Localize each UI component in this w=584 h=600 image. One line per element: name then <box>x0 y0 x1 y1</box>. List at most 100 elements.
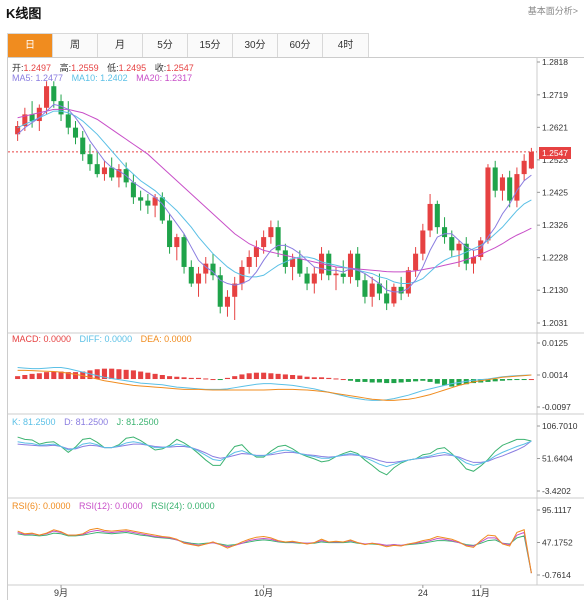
macd-bar <box>376 379 382 383</box>
candle-body <box>224 296 230 307</box>
macd-bar <box>65 372 71 380</box>
high-value: 1.2559 <box>71 63 99 73</box>
macd-bar <box>195 377 202 380</box>
candle-body <box>398 286 404 294</box>
macd-bar <box>492 379 498 382</box>
candle-body <box>376 283 382 294</box>
macd-bar <box>145 372 151 380</box>
candle-body <box>232 283 238 297</box>
candle-body <box>203 263 209 274</box>
macd-tick-label: 0.0125 <box>542 338 568 348</box>
tab-3[interactable]: 5分 <box>143 34 188 58</box>
macd-bar <box>398 379 404 383</box>
tab-0[interactable]: 日 <box>8 34 53 58</box>
rsi-legend-24: RSI(24): 0.0000 <box>151 501 215 511</box>
candle-body <box>499 177 505 191</box>
tab-1[interactable]: 周 <box>53 34 98 58</box>
chart-frame <box>7 57 584 600</box>
rsi-legend-6: RSI(6): 0.0000 <box>12 501 71 511</box>
candle-body <box>22 114 28 127</box>
quote-legend: 开:1.2497 高:1.2559 低:1.2495 收:1.2547 <box>12 61 200 74</box>
candle-body <box>181 237 187 267</box>
macd-bar <box>507 379 513 381</box>
candle-body <box>246 257 252 267</box>
kdj-tick-label: 51.6404 <box>542 454 573 464</box>
macd-bar <box>384 379 390 384</box>
candle-body <box>138 197 144 201</box>
candle-body <box>333 273 339 276</box>
macd-bar <box>420 379 426 381</box>
rsi12-line <box>17 529 532 574</box>
macd-bar <box>369 379 375 383</box>
macd-bar <box>239 374 245 380</box>
macd-bar <box>362 379 368 382</box>
macd-bar <box>442 379 448 386</box>
candle-body <box>275 227 281 251</box>
candle-body <box>427 203 433 231</box>
macd-bar <box>152 373 158 380</box>
price-tick-label: 1.2425 <box>542 187 568 197</box>
price-tick-label: 1.2719 <box>542 90 568 100</box>
tab-6[interactable]: 60分 <box>278 34 323 58</box>
macd-bar <box>130 370 136 380</box>
macd-bar <box>217 379 223 381</box>
candle-body <box>514 174 520 201</box>
macd-bar <box>116 369 122 380</box>
candle-body <box>36 107 42 122</box>
candle-body <box>80 137 86 155</box>
macd-bar <box>391 379 397 384</box>
fundamental-analysis-link[interactable]: 基本面分析> <box>527 6 578 16</box>
candle-body <box>87 154 93 165</box>
tab-5[interactable]: 30分 <box>233 34 278 58</box>
date-label: 9月 <box>54 588 68 598</box>
macd-bar <box>333 378 339 380</box>
rsi-tick-label: 95.1117 <box>542 505 572 515</box>
macd-bar <box>188 377 194 380</box>
candle-body <box>253 247 259 258</box>
macd-bar <box>174 376 180 380</box>
price-tick-label: 1.2523 <box>542 155 568 165</box>
tab-2[interactable]: 月 <box>98 34 143 58</box>
candle-body <box>405 270 411 294</box>
macd-bar <box>319 377 325 380</box>
date-label: 24 <box>418 588 428 598</box>
tab-4[interactable]: 15分 <box>188 34 233 58</box>
close-value: 1.2547 <box>166 63 194 73</box>
macd-tick-label: -0.0097 <box>542 402 571 412</box>
candle-body <box>347 253 354 277</box>
kdj-tick-label: -3.4202 <box>542 486 571 496</box>
macd-bar <box>253 372 259 380</box>
macd-bar <box>51 371 57 380</box>
macd-bar <box>340 379 346 381</box>
candle-body <box>51 86 57 102</box>
candle-body <box>15 126 21 135</box>
tab-7[interactable]: 4时 <box>323 34 368 58</box>
macd-bar <box>268 373 274 380</box>
kdj-legend-j: J: 81.2500 <box>116 417 159 427</box>
candle-body <box>72 127 79 138</box>
macd-bar <box>109 368 115 380</box>
macd-bar <box>297 375 303 380</box>
macd-bar <box>355 379 361 382</box>
macd-bar <box>87 370 93 380</box>
macd-bar <box>528 379 534 381</box>
current-price-tag: 1.2547 <box>539 147 571 159</box>
macd-legend: MACD: 0.0000 DIFF: 0.0000 DEA: 0.0000 <box>12 334 198 344</box>
macd-bar <box>181 377 187 380</box>
macd-bar <box>36 373 42 380</box>
candle-body <box>195 273 202 284</box>
macd-bar <box>22 375 28 380</box>
candle-body <box>340 273 346 277</box>
macd-bar <box>275 373 281 380</box>
close-label: 收: <box>154 63 167 73</box>
ma5-legend: MA5: 1.2477 <box>12 73 64 83</box>
candle-body <box>101 167 107 175</box>
candle-body <box>507 177 513 201</box>
candle-body <box>485 167 491 241</box>
macd-bar <box>58 371 64 380</box>
candle-body <box>456 243 462 251</box>
candle-body <box>210 263 216 276</box>
ma10-line <box>17 110 532 285</box>
macd-bar <box>499 379 505 381</box>
